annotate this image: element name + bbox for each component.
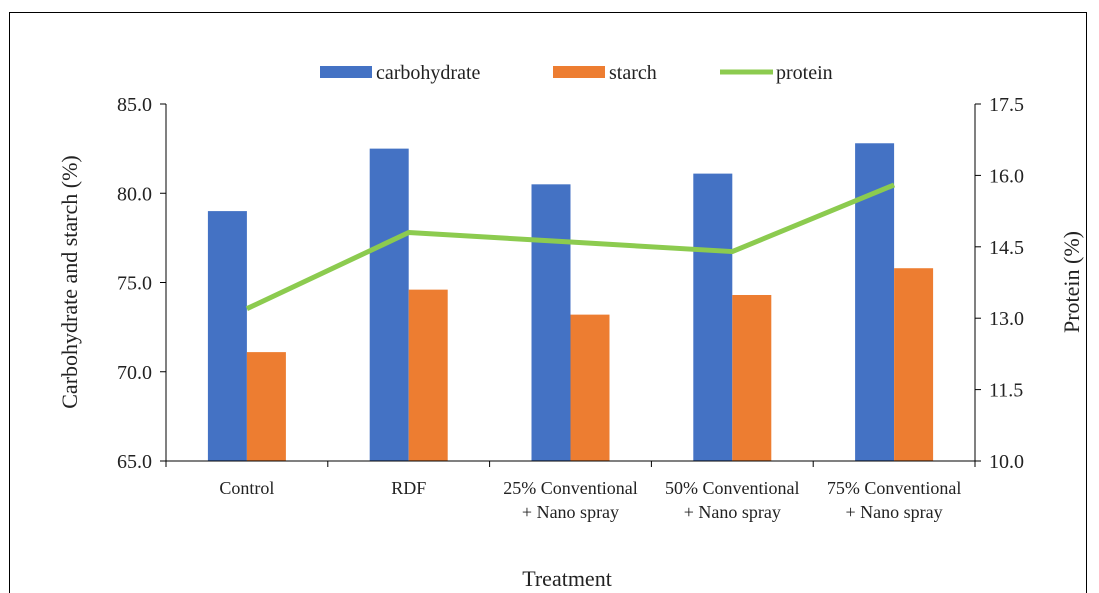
x-tick-label: 25% Conventional [503, 478, 637, 498]
y2-tick-label: 17.5 [989, 94, 1024, 116]
y-axis-title: Carbohydrate and starch (%) [57, 155, 82, 409]
bar-carbohydrate-0 [207, 211, 247, 461]
x-axis-title: Treatment [522, 566, 612, 591]
bar-starch-0 [246, 352, 286, 461]
y2-tick-label: 16.0 [989, 165, 1024, 187]
x-tick-label: RDF [391, 478, 426, 498]
y-tick-label: 85.0 [117, 94, 152, 116]
legend: carbohydrate starch protein [320, 62, 833, 84]
bar-starch-3 [732, 294, 772, 461]
y2-tick-label: 10.0 [989, 451, 1024, 473]
x-tick-label: 50% Conventional [665, 478, 799, 498]
legend-swatch-starch [553, 66, 605, 78]
y2-tick-label: 14.5 [989, 237, 1024, 259]
bar-starch-4 [894, 268, 934, 461]
x-tick-label: + Nano spray [522, 502, 619, 522]
bar-starch-2 [570, 314, 610, 461]
x-tick-label: 75% Conventional [827, 478, 961, 498]
x-tick-label: Control [219, 478, 274, 498]
x-tick-label: + Nano spray [846, 502, 943, 522]
x-tick-label: + Nano spray [684, 502, 781, 522]
legend-swatch-carbohydrate [320, 66, 372, 78]
plot-area: 65.0 70.0 75.0 80.0 85.0 10.0 11.5 13.0 14.5 16.0… [117, 94, 1024, 522]
y2-tick-label: 11.5 [989, 380, 1023, 402]
y-tick-label: 65.0 [117, 451, 152, 473]
y-tick-label: 70.0 [117, 362, 152, 384]
legend-label-starch: starch [609, 62, 657, 84]
y-tick-label: 80.0 [117, 183, 152, 205]
line-protein [245, 182, 896, 311]
chart-frame [9, 12, 1087, 593]
y-tick-label: 75.0 [117, 273, 152, 295]
bar-carbohydrate-2 [531, 184, 571, 461]
bar-carbohydrate-1 [369, 148, 409, 461]
y2-axis-title: Protein (%) [1059, 231, 1084, 333]
legend-label-carbohydrate: carbohydrate [376, 62, 481, 84]
bar-starch-1 [408, 289, 448, 461]
legend-label-protein: protein [776, 62, 833, 84]
bar-carbohydrate-3 [693, 173, 733, 462]
y2-tick-label: 13.0 [989, 308, 1024, 330]
